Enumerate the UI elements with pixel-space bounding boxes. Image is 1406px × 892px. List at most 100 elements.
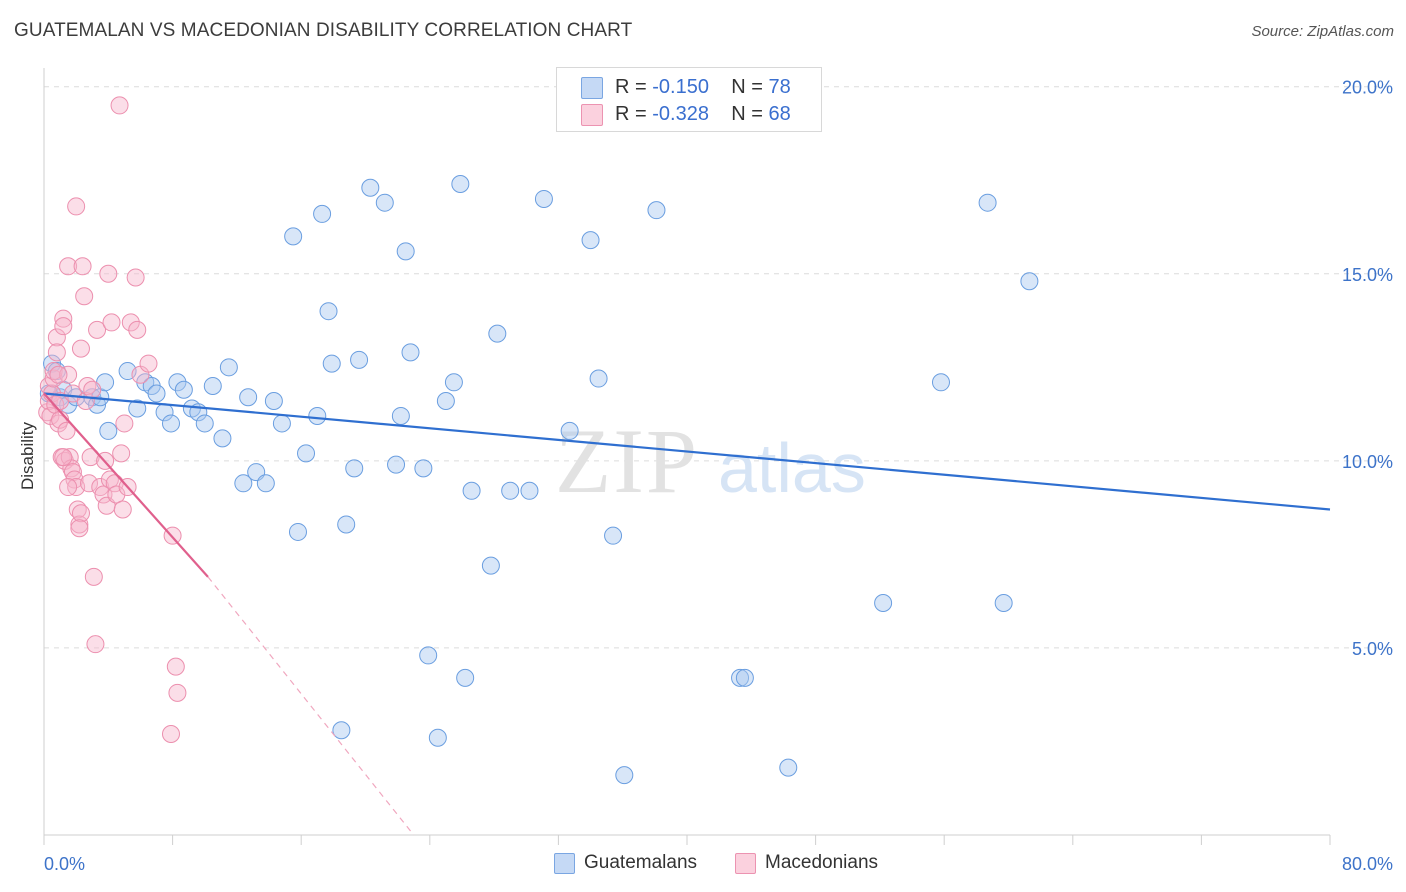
y-tick-label: 15.0% xyxy=(1342,265,1393,285)
guatemalan-point xyxy=(391,406,410,425)
macedonian-point xyxy=(57,421,76,440)
axes xyxy=(43,68,1331,845)
guatemalan-point xyxy=(288,522,307,541)
macedonian-point xyxy=(102,313,121,332)
guatemalan-point xyxy=(560,421,579,440)
macedonian-point xyxy=(128,320,147,339)
macedonian-point xyxy=(75,287,94,306)
macedonian-point xyxy=(113,500,132,519)
guatemalan-point xyxy=(501,481,520,500)
guatemalan-point xyxy=(337,515,356,534)
macedonian-point xyxy=(59,478,78,497)
guatemalan-point xyxy=(735,668,754,687)
guatemalan-point xyxy=(451,174,470,193)
guatemalans-points xyxy=(39,77,1039,785)
trend-lines xyxy=(43,392,1331,836)
macedonians-trend-extension xyxy=(207,576,415,836)
y-tick-label: 20.0% xyxy=(1342,78,1393,98)
guatemalan-point xyxy=(308,406,327,425)
guatemalan-point xyxy=(147,384,166,403)
macedonian-point xyxy=(94,485,113,504)
guatemalan-point xyxy=(239,388,258,407)
macedonian-point xyxy=(67,197,86,216)
source-label: Source: ZipAtlas.com xyxy=(1251,23,1394,40)
guatemalan-point xyxy=(428,728,447,747)
guatemalan-point xyxy=(319,302,338,321)
legend-r-label: R = xyxy=(615,103,653,125)
guatemalan-point xyxy=(375,193,394,212)
legend-n-label: N = xyxy=(731,76,769,98)
macedonian-point xyxy=(71,504,90,523)
watermark-atlas: atlas xyxy=(718,429,866,507)
correlation-legend: R = -0.150 N = 78 R = -0.328 N = 68 xyxy=(556,67,822,132)
guatemalan-point xyxy=(994,594,1013,613)
guatemalan-point xyxy=(387,455,406,474)
guatemalan-point xyxy=(731,668,750,687)
macedonian-point xyxy=(168,683,187,702)
guatemalan-point xyxy=(350,350,369,369)
guatemalan-point xyxy=(520,481,539,500)
macedonian-point xyxy=(107,485,126,504)
macedonian-point xyxy=(86,635,105,654)
guatemalans-trend-line xyxy=(43,392,1331,511)
guatemalan-point xyxy=(1020,272,1039,291)
macedonian-point xyxy=(54,309,73,328)
legend-r-value: -0.150 xyxy=(652,76,709,98)
macedonian-point xyxy=(80,474,99,493)
guatemalan-point xyxy=(161,414,180,433)
macedonian-point xyxy=(71,339,90,358)
x-tick-label: 80.0% xyxy=(1342,854,1393,874)
guatemalan-point xyxy=(272,414,291,433)
bottom-legend-label-guatemalans: Guatemalans xyxy=(584,852,698,873)
macedonian-point xyxy=(60,448,79,467)
guatemalan-point xyxy=(436,391,455,410)
guatemalan-point xyxy=(361,178,380,197)
watermark: ZIP atlas xyxy=(555,410,866,512)
bottom-legend-label-macedonians: Macedonians xyxy=(765,852,879,873)
guatemalan-point xyxy=(604,526,623,545)
bottom-legend-swatch-guatemalans xyxy=(554,853,575,874)
x-tick-label: 0.0% xyxy=(44,854,85,874)
guatemalan-point xyxy=(256,474,275,493)
macedonian-point xyxy=(83,380,102,399)
legend-r-label: R = xyxy=(615,76,653,98)
guatemalan-point xyxy=(874,594,893,613)
macedonian-point xyxy=(59,257,78,276)
watermark-zip: ZIP xyxy=(555,410,699,512)
legend-n-value: 68 xyxy=(768,103,791,125)
guatemalan-point xyxy=(589,369,608,388)
guatemalan-point xyxy=(313,204,332,223)
macedonian-point xyxy=(54,448,73,467)
macedonian-point xyxy=(47,328,66,347)
macedonians-points xyxy=(38,96,187,743)
guatemalan-point xyxy=(345,459,364,478)
guatemalan-point xyxy=(488,324,507,343)
guatemalan-point xyxy=(264,391,283,410)
guatemalan-point xyxy=(581,231,600,250)
macedonian-point xyxy=(81,448,100,467)
gridlines xyxy=(44,86,1392,649)
guatemalan-point xyxy=(456,668,475,687)
macedonian-point xyxy=(54,317,73,336)
guatemalan-point xyxy=(534,189,553,208)
macedonian-point xyxy=(121,313,140,332)
guatemalan-point xyxy=(414,459,433,478)
guatemalan-point xyxy=(462,481,481,500)
guatemalan-point xyxy=(419,646,438,665)
guatemalan-point xyxy=(297,444,316,463)
y-axis-label: Disability xyxy=(18,421,37,490)
macedonian-point xyxy=(84,567,103,586)
guatemalan-point xyxy=(168,373,187,392)
macedonian-point xyxy=(166,657,185,676)
guatemalan-point xyxy=(219,358,238,377)
legend-n-label: N = xyxy=(731,103,769,125)
macedonian-point xyxy=(161,724,180,743)
guatemalan-point xyxy=(931,373,950,392)
legend-swatch-guatemalans xyxy=(581,77,603,99)
bottom-legend-swatch-macedonians xyxy=(735,853,756,874)
guatemalan-point xyxy=(99,421,118,440)
guatemalan-point xyxy=(174,380,193,399)
guatemalan-point xyxy=(234,474,253,493)
guatemalan-point xyxy=(128,399,147,418)
guatemalan-point xyxy=(203,377,222,396)
